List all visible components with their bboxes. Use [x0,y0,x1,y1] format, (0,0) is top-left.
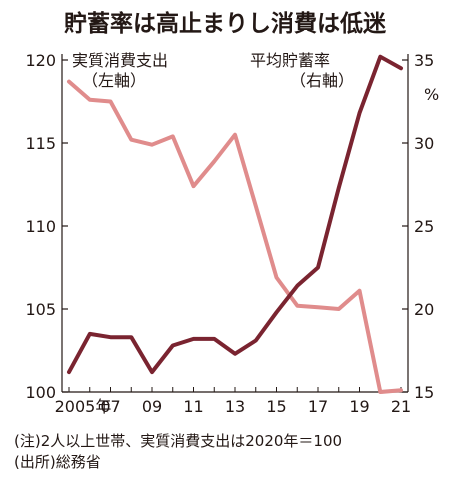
series-line-right [67,54,403,375]
x-tick-label: 21 [391,397,411,416]
x-tick-label: 15 [266,397,286,416]
x-tick-label: 17 [308,397,328,416]
x-tick-label: 2005年 [55,397,112,416]
left-tick-label: 115 [25,134,56,153]
left-series-name: 実質消費支出 [72,51,168,70]
right-axis-unit: % [424,85,439,104]
series-labels: 実質消費支出（左軸） 平均貯蓄率（右軸） [72,51,354,90]
x-tick-label: 19 [349,397,369,416]
x-tick-label: 09 [142,397,162,416]
left-tick-label: 110 [25,217,56,236]
notes: (注)2人以上世帯、実質消費支出は2020年＝100 (出所)総務省 [14,431,342,473]
chart-title: 貯蓄率は高止まりし消費は低迷 [64,11,386,37]
x-tick-label: 11 [183,397,203,416]
right-tick-label: 35 [414,51,434,70]
right-tick-label: 20 [414,300,434,319]
left-tick-label: 100 [25,383,56,402]
right-series-axis-note: （右軸） [290,71,354,90]
left-tick-label: 105 [25,300,56,319]
source-note: (出所)総務省 [14,453,101,471]
right-series-name: 平均貯蓄率 [250,51,330,70]
series-line-left [67,79,403,394]
right-tick-label: 30 [414,134,434,153]
left-series-axis-note: （左軸） [82,71,146,90]
right-tick-label: 15 [414,383,434,402]
left-tick-label: 120 [25,51,56,70]
x-tick-label: 07 [100,397,120,416]
x-tick-label: 13 [225,397,245,416]
right-tick-label: 25 [414,217,434,236]
series-lines [67,54,403,394]
footnote: (注)2人以上世帯、実質消費支出は2020年＝100 [14,432,343,450]
